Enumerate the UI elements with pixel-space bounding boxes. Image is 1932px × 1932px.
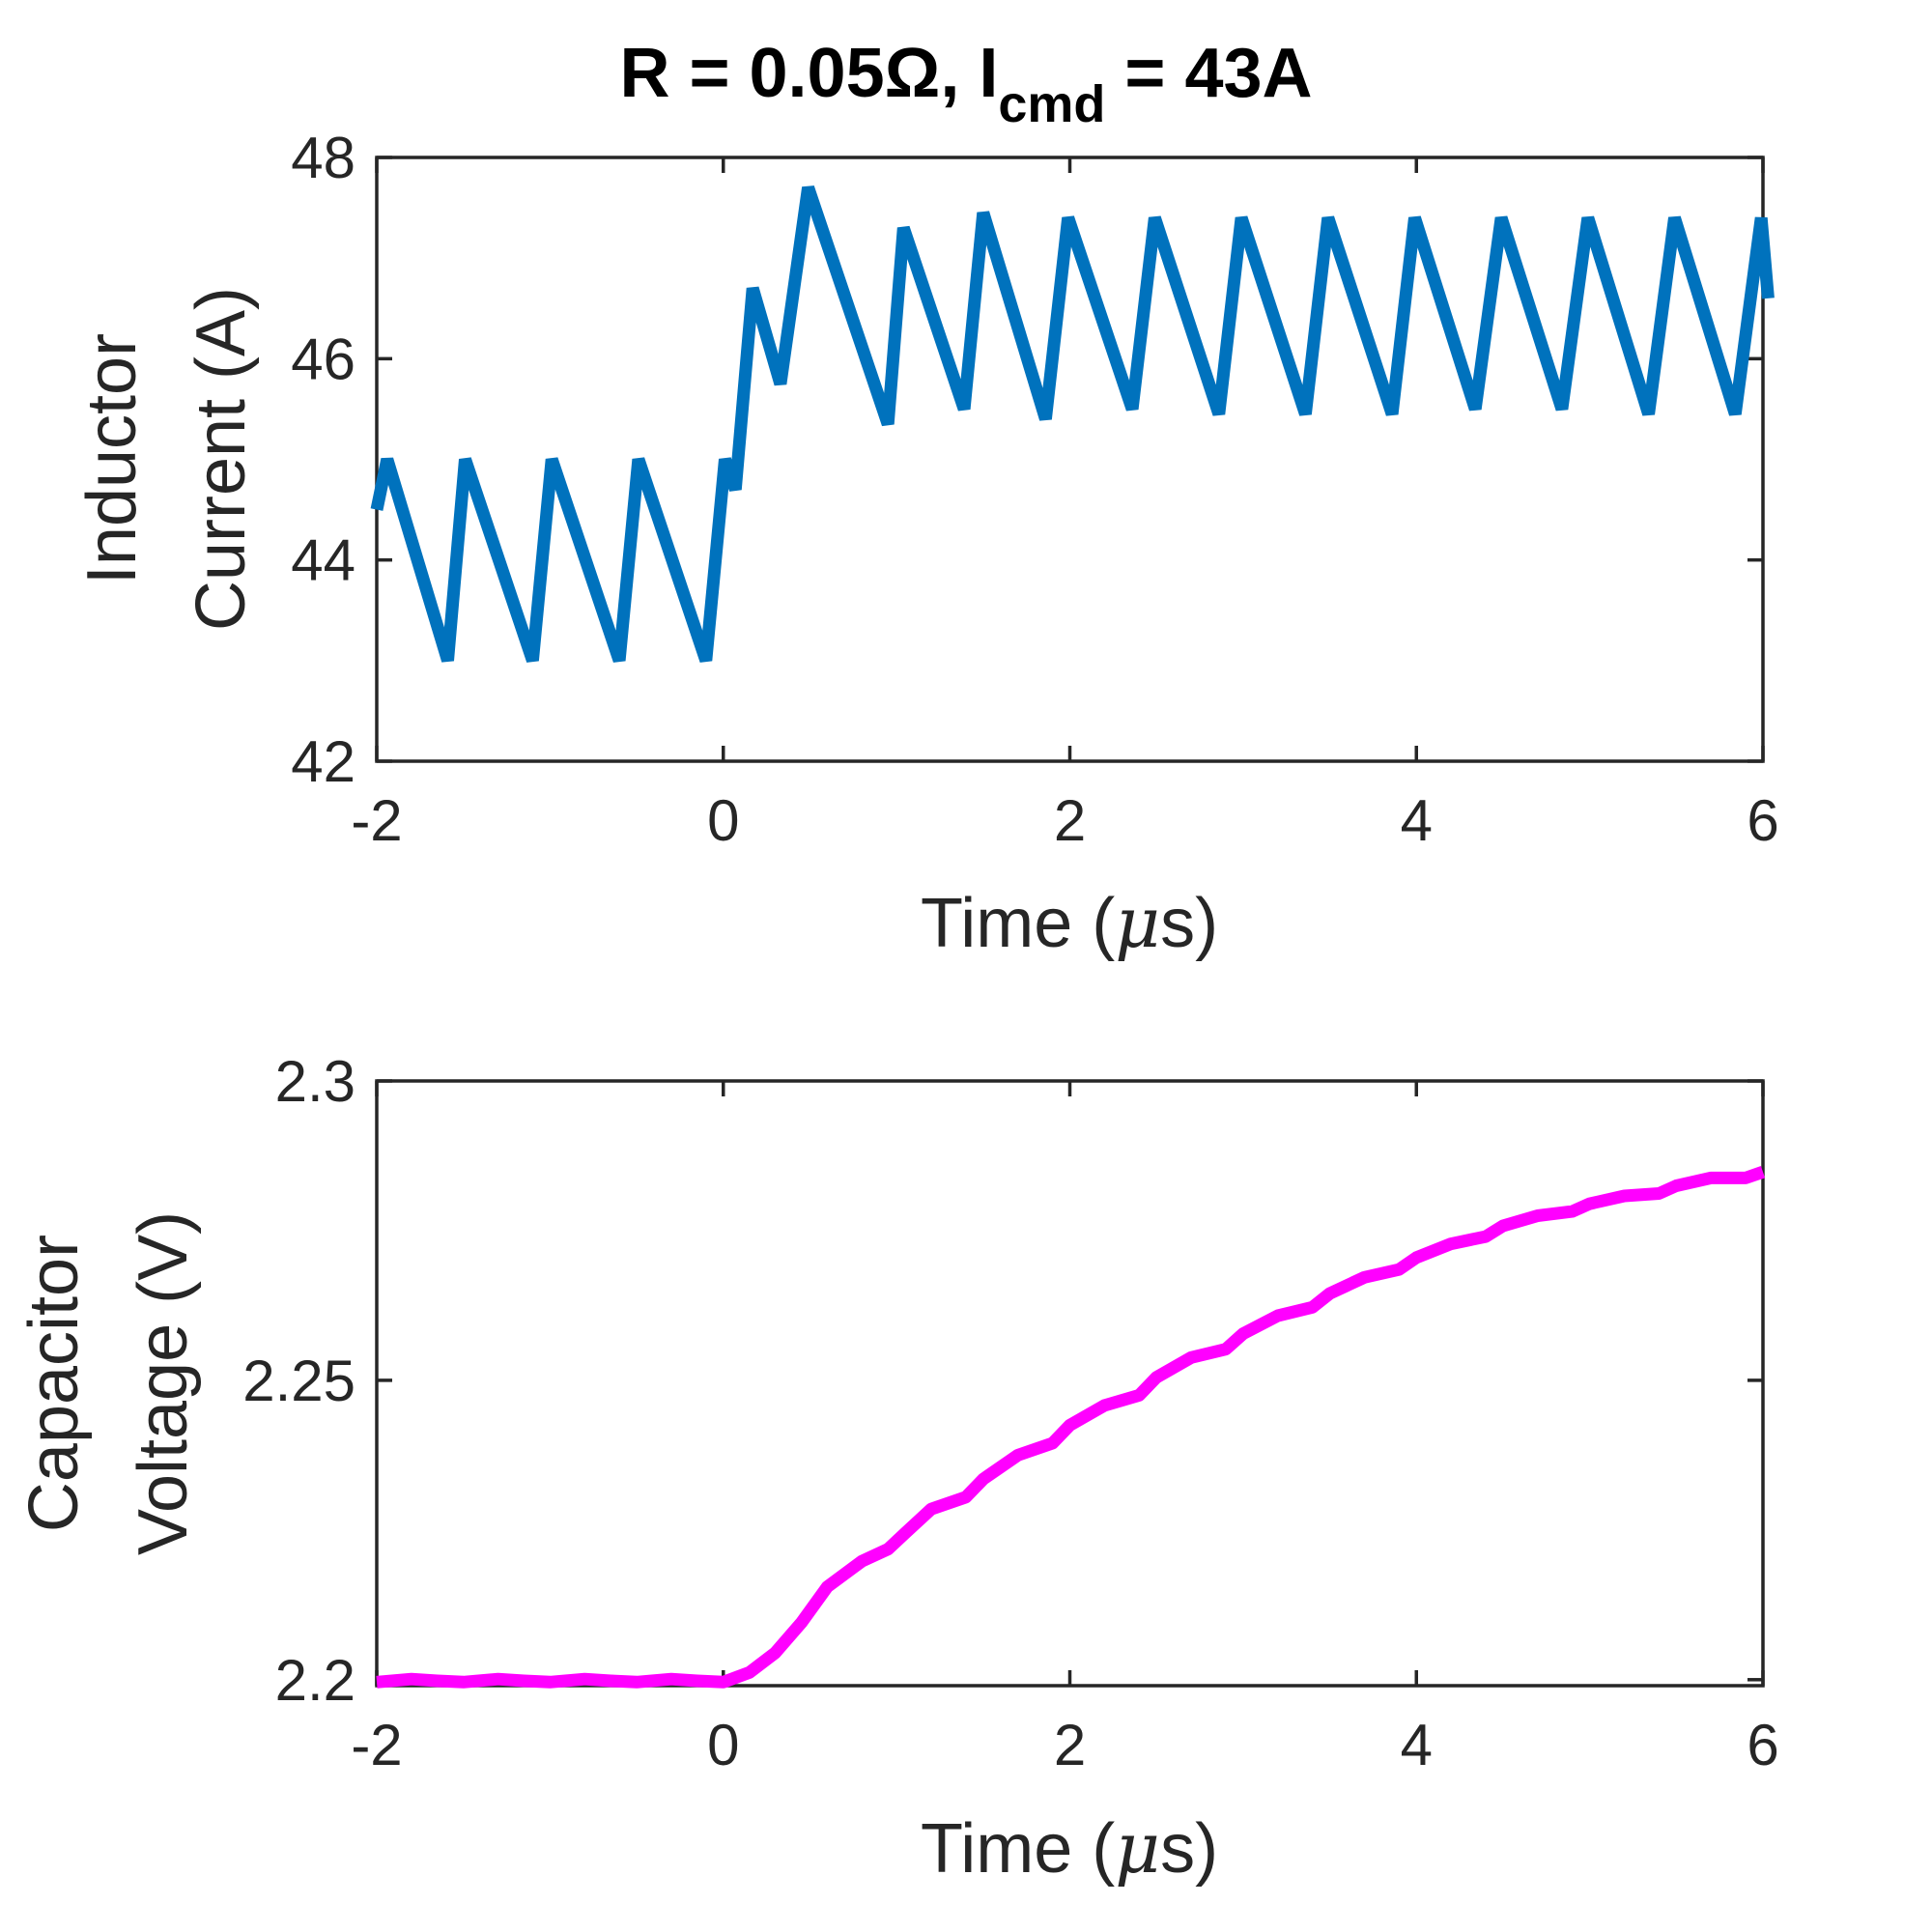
capacitor-voltage-x-tick-label: 2	[1054, 1713, 1086, 1777]
inductor-current-y-tick-label: 46	[291, 327, 355, 391]
capacitor-voltage-x-label: Time (μs)	[921, 1807, 1218, 1889]
inductor-current-x-tick-label: -2	[351, 788, 402, 853]
x-label-post: s)	[1160, 1810, 1218, 1888]
inductor-current-x-label: Time (μs)	[921, 882, 1218, 963]
capacitor-voltage-y-label-line1: Capacitor	[15, 1235, 93, 1532]
capacitor-voltage-y-tick-label: 2.2	[275, 1648, 355, 1713]
chart-title-main: R = 0.05Ω, I	[619, 35, 998, 112]
capacitor-voltage-y-tick-label: 2.3	[275, 1049, 355, 1114]
capacitor-voltage-y-tick-label: 2.25	[242, 1349, 355, 1413]
inductor-current-y-tick-label: 44	[291, 528, 355, 593]
capacitor-voltage-y-label-line2: Voltage (V)	[125, 1211, 202, 1555]
capacitor-voltage-panel: -2 0 2 4 6 2.2 2.25 2.3 Time (μs) Capacitor Vol…	[15, 1049, 1779, 1889]
inductor-current-y-label-line1: Inductor	[73, 333, 151, 584]
x-label-mu: μ	[1115, 1807, 1160, 1889]
inductor-current-x-tick-label: 0	[707, 788, 739, 853]
x-label-post: s)	[1160, 885, 1218, 962]
inductor-current-line	[370, 185, 1775, 663]
capacitor-voltage-x-tick-label: 4	[1401, 1713, 1433, 1777]
chart-title-tail: = 43A	[1105, 35, 1312, 112]
inductor-current-x-tick-label: 2	[1054, 788, 1086, 853]
inductor-current-x-tick-label: 4	[1401, 788, 1433, 853]
inductor-current-y-label-line2: Current (A)	[183, 287, 260, 631]
inductor-current-y-tick-label: 48	[291, 126, 355, 190]
chart-title: R = 0.05Ω, Icmd = 43A	[619, 35, 1312, 133]
x-label-pre: Time (	[921, 885, 1115, 962]
capacitor-voltage-x-tick-label: -2	[351, 1713, 402, 1777]
x-label-mu: μ	[1115, 882, 1160, 963]
x-label-pre: Time (	[921, 1810, 1115, 1888]
inductor-current-x-tick-label: 6	[1747, 788, 1778, 853]
inductor-current-y-tick-label: 42	[291, 729, 355, 794]
capacitor-voltage-x-tick-label: 0	[707, 1713, 739, 1777]
chart-title-subscript: cmd	[998, 75, 1105, 133]
capacitor-voltage-ticks: -2 0 2 4 6 2.2 2.25 2.3	[242, 1049, 1778, 1777]
capacitor-voltage-x-tick-label: 6	[1747, 1713, 1778, 1777]
capacitor-voltage-line	[376, 1166, 1766, 1689]
